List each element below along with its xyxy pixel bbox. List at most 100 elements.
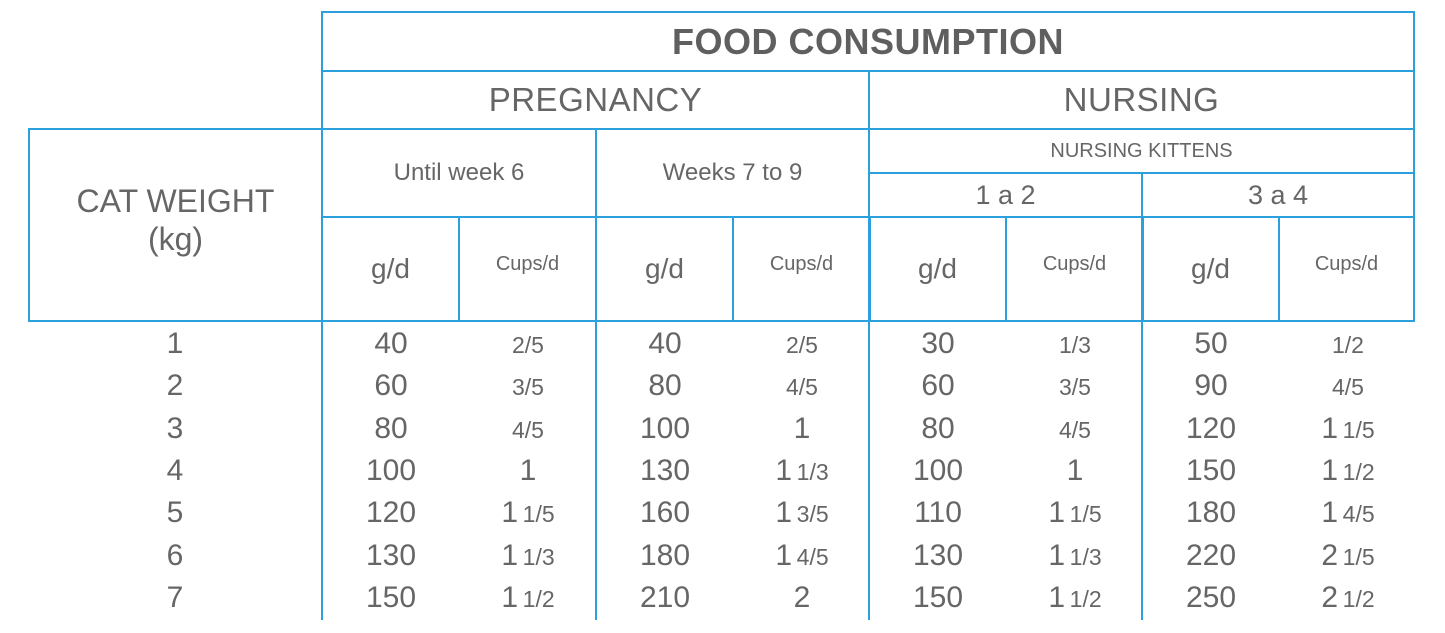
grams-per-day-value: 150 — [365, 580, 417, 614]
nursing-kittens-header: NURSING KITTENS — [868, 128, 1415, 174]
grams-per-day-value: 180 — [1185, 496, 1237, 530]
weeks-7-9-header: Weeks 7 to 9 — [595, 128, 870, 218]
unit-label: g/d — [1191, 253, 1230, 284]
nursing-label: NURSING — [1063, 81, 1220, 118]
grams-per-day-value: 40 — [374, 327, 408, 360]
grams-per-day-value: 80 — [648, 369, 682, 403]
cups-per-day-value: 1/2 — [1332, 332, 1364, 358]
cups-per-day-value: 1/3 — [1059, 332, 1091, 358]
cups-per-day-value: 1 4/5 — [1321, 496, 1375, 530]
unit-header-cups-per-day: Cups/d — [1278, 216, 1415, 322]
grams-per-day-value: 180 — [639, 538, 691, 572]
cups-per-day-value: 2/5 — [786, 332, 818, 358]
cups-per-day-value: 2 1/2 — [1321, 580, 1375, 614]
unit-header-grams-per-day: g/d — [321, 216, 460, 322]
unit-header-grams-per-day: g/d — [868, 216, 1007, 322]
cups-per-day-value: 4/5 — [1059, 416, 1091, 443]
cups-per-day-value: 1 1/2 — [1321, 453, 1375, 487]
cat-weight-value: 4 — [166, 453, 184, 487]
grams-per-day-value: 220 — [1185, 538, 1237, 572]
unit-label: g/d — [371, 253, 410, 284]
pregnancy-header: PREGNANCY — [321, 70, 870, 130]
table-title: FOOD CONSUMPTION — [672, 20, 1064, 62]
unit-label: g/d — [645, 253, 684, 284]
cat-weight-value: 3 — [166, 411, 184, 445]
cups-per-day-value: 2 — [793, 580, 811, 614]
column-divider — [1141, 320, 1143, 620]
cups-per-day-value: 3/5 — [512, 374, 544, 401]
cups-per-day-value: 1 1/3 — [1048, 538, 1102, 572]
grams-per-day-value: 150 — [912, 580, 964, 614]
cups-per-day-value: 1 4/5 — [775, 538, 829, 572]
grams-per-day-value: 80 — [921, 411, 955, 445]
grams-per-day-value: 130 — [365, 538, 417, 572]
column-divider — [868, 320, 870, 620]
unit-header-cups-per-day: Cups/d — [732, 216, 871, 322]
weeks-7-9-label: Weeks 7 to 9 — [662, 159, 803, 186]
cups-per-day-value: 4/5 — [786, 374, 818, 401]
cups-per-day-value: 1 3/5 — [775, 496, 829, 530]
until-week-6-label: Until week 6 — [393, 159, 525, 186]
grams-per-day-value: 250 — [1185, 580, 1237, 614]
cups-per-day-value: 3/5 — [1059, 374, 1091, 401]
grams-per-day-value: 60 — [921, 369, 955, 403]
grams-per-day-value: 50 — [1194, 327, 1228, 360]
cat-weight-unit: (kg) — [147, 221, 204, 257]
cups-per-day-value: 1 1/3 — [775, 453, 829, 487]
kittens-3-4-label: 3 a 4 — [1247, 179, 1309, 210]
unit-label: Cups/d — [1042, 252, 1107, 275]
grams-per-day-value: 30 — [921, 327, 955, 360]
cups-per-day-value: 1 1/2 — [1048, 580, 1102, 614]
cups-per-day-value: 1 1/5 — [1048, 496, 1102, 530]
grams-per-day-value: 40 — [648, 327, 682, 360]
unit-label: g/d — [918, 253, 957, 284]
cups-per-day-value: 1 1/2 — [501, 580, 555, 614]
grams-per-day-value: 160 — [639, 496, 691, 530]
cat-weight-value: 1 — [166, 327, 184, 360]
kittens-3-4-header: 3 a 4 — [1141, 172, 1415, 218]
unit-header-cups-per-day: Cups/d — [1005, 216, 1144, 322]
cups-per-day-value: 1 — [519, 453, 537, 487]
cups-per-day-value: 2 1/5 — [1321, 538, 1375, 572]
grams-per-day-value: 110 — [914, 496, 962, 530]
unit-header-cups-per-day: Cups/d — [458, 216, 597, 322]
grams-per-day-value: 120 — [365, 496, 417, 530]
until-week-6-header: Until week 6 — [321, 128, 597, 218]
grams-per-day-value: 120 — [1185, 411, 1237, 445]
unit-label: Cups/d — [769, 252, 834, 275]
cups-per-day-value: 1 1/5 — [1321, 411, 1375, 445]
grams-per-day-value: 100 — [639, 411, 691, 445]
grams-per-day-value: 90 — [1194, 369, 1228, 403]
cups-per-day-value: 1 1/3 — [501, 538, 555, 572]
unit-header-grams-per-day: g/d — [1141, 216, 1280, 322]
grams-per-day-value: 210 — [639, 580, 691, 614]
grams-per-day-value: 100 — [365, 453, 417, 487]
cat-weight-value: 6 — [166, 538, 184, 572]
column-divider — [595, 320, 597, 620]
cups-per-day-value: 1 — [793, 411, 811, 445]
grams-per-day-value: 150 — [1185, 453, 1237, 487]
cat-weight-value: 7 — [166, 580, 184, 614]
unit-label: Cups/d — [1314, 252, 1379, 275]
grams-per-day-value: 60 — [374, 369, 408, 403]
cups-per-day-value: 2/5 — [512, 332, 544, 358]
grams-per-day-value: 130 — [912, 538, 964, 572]
kittens-1-2-header: 1 a 2 — [868, 172, 1143, 218]
pregnancy-label: PREGNANCY — [488, 81, 703, 118]
column-divider — [321, 320, 323, 620]
grams-per-day-value: 80 — [374, 411, 408, 445]
cat-weight-label: CAT WEIGHT — [76, 183, 275, 219]
unit-label: Cups/d — [495, 252, 560, 275]
nursing-header: NURSING — [868, 70, 1415, 130]
grams-per-day-value: 100 — [912, 453, 964, 487]
cat-weight-value: 5 — [166, 496, 184, 530]
cups-per-day-value: 4/5 — [1332, 374, 1364, 401]
grams-per-day-value: 130 — [639, 453, 691, 487]
cups-per-day-value: 4/5 — [512, 416, 544, 443]
cups-per-day-value: 1 1/5 — [501, 496, 555, 530]
title-cell: FOOD CONSUMPTION — [321, 11, 1415, 72]
unit-header-grams-per-day: g/d — [595, 216, 734, 322]
kittens-1-2-label: 1 a 2 — [975, 179, 1036, 210]
nursing-kittens-label: NURSING KITTENS — [1050, 139, 1233, 162]
